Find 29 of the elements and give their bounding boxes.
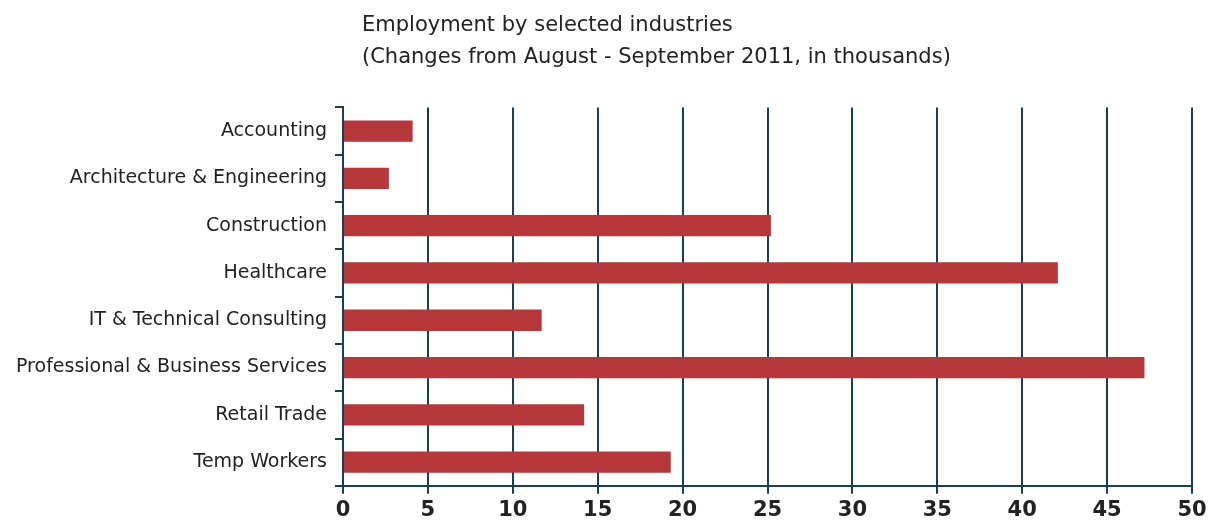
x-tick-label: 25 [752, 496, 783, 521]
chart-title: Employment by selected industries [362, 11, 734, 38]
y-tick-label: IT & Technical Consulting [88, 307, 328, 330]
x-tick-label: 40 [1007, 496, 1037, 521]
bar [344, 120, 413, 142]
y-tick-label: Retail Trade [215, 401, 328, 424]
y-tick-label: Temp Workers [192, 449, 328, 472]
y-tick-label: Construction [206, 212, 328, 235]
x-tick-label: 30 [837, 496, 868, 521]
x-tick-label: 15 [583, 496, 613, 521]
bar [344, 404, 585, 426]
chart-subtitle: (Changes from August - September 2011, in thousands) [362, 43, 951, 70]
x-tick-label: 35 [922, 496, 952, 521]
bar [344, 356, 1145, 379]
y-tick-label: Healthcare [223, 259, 328, 282]
y-tick-label: Professional & Business Services [15, 354, 328, 377]
bar [344, 215, 771, 237]
x-tick-label: 20 [668, 496, 698, 521]
x-tick-label: 5 [420, 496, 436, 521]
x-tick-label: 10 [498, 496, 528, 521]
bar [344, 451, 671, 473]
x-tick-label: 50 [1177, 496, 1207, 521]
bar [344, 167, 389, 189]
y-tick-label: Accounting [220, 117, 328, 140]
bar [344, 309, 542, 331]
y-tick-label: Architecture & Engineering [69, 165, 328, 188]
bar [344, 262, 1058, 284]
x-tick-label: 45 [1092, 496, 1122, 521]
x-tick-label: 0 [335, 496, 351, 521]
